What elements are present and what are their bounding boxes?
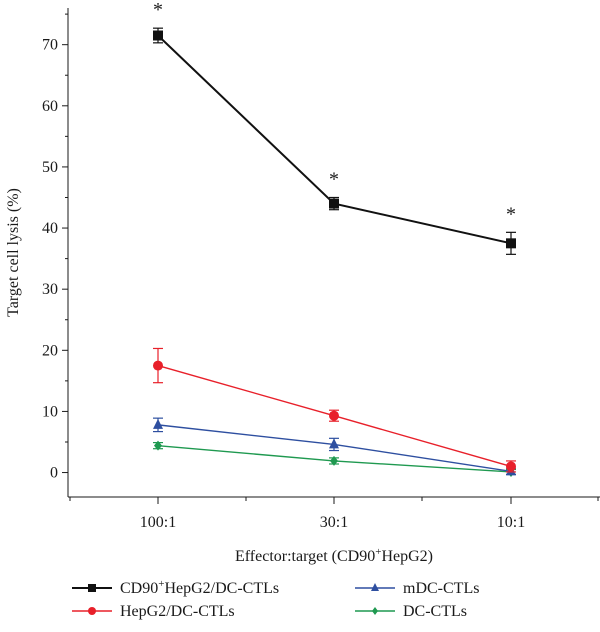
- y-tick-label: 70: [42, 37, 58, 54]
- marker-circle: [153, 360, 163, 371]
- y-tick-label: 10: [42, 403, 58, 420]
- legend-item-cd90: CD90+HepG2/DC-CTLs: [72, 578, 279, 597]
- marker-diamond: [330, 455, 338, 466]
- x-axis-title: Effector:target (CD90+HepG2): [235, 546, 433, 565]
- marker-diamond: [154, 440, 162, 451]
- series-hepg2: [153, 347, 516, 473]
- series-layer: [153, 27, 516, 477]
- marker-square: [88, 584, 96, 592]
- axes: 0 10 20 30 40 50 60 70 100:1 30:1 10:1: [42, 8, 600, 531]
- legend-item-hepg2: HepG2/DC-CTLs: [72, 603, 235, 620]
- significance-marker: *: [329, 168, 339, 190]
- legend: CD90+HepG2/DC-CTLs HepG2/DC-CTLs mDC-CTLs D…: [72, 578, 479, 620]
- legend-label: mDC-CTLs: [403, 580, 479, 597]
- significance-marker: *: [153, 0, 163, 21]
- legend-item-dc: DC-CTLs: [355, 603, 467, 620]
- series-line-cd90: [157, 34, 512, 245]
- significance-marker: *: [506, 203, 516, 225]
- legend-label: DC-CTLs: [403, 603, 467, 620]
- marker-diamond: [372, 607, 378, 615]
- marker-triangle: [371, 583, 379, 591]
- x-tick-label: 100:1: [140, 514, 176, 531]
- marker-circle: [329, 410, 339, 421]
- y-tick-label: 20: [42, 342, 58, 359]
- marker-circle: [506, 461, 516, 472]
- marker-square: [153, 30, 163, 41]
- marker-circle: [88, 607, 96, 615]
- labels-layer: Target cell lysis (%) Effector:target (CD…: [5, 0, 516, 565]
- y-tick-label: 0: [50, 465, 58, 482]
- x-tick-label: 10:1: [497, 514, 525, 531]
- marker-triangle: [153, 418, 163, 429]
- legend-label: HepG2/DC-CTLs: [120, 603, 235, 620]
- legend-item-mdc: mDC-CTLs: [355, 580, 479, 597]
- marker-square: [329, 198, 339, 209]
- y-tick-label: 50: [42, 159, 58, 176]
- y-axis-title: Target cell lysis (%): [5, 188, 22, 317]
- y-tick-label: 40: [42, 220, 58, 237]
- y-tick-label: 30: [42, 281, 58, 298]
- marker-triangle: [329, 438, 339, 449]
- x-tick-label: 30:1: [320, 514, 348, 531]
- marker-square: [506, 238, 516, 249]
- series-cd90: [153, 27, 516, 255]
- legend-label: CD90+HepG2/DC-CTLs: [120, 578, 279, 597]
- series-mdc: [153, 417, 516, 476]
- y-tick-label: 60: [42, 98, 58, 115]
